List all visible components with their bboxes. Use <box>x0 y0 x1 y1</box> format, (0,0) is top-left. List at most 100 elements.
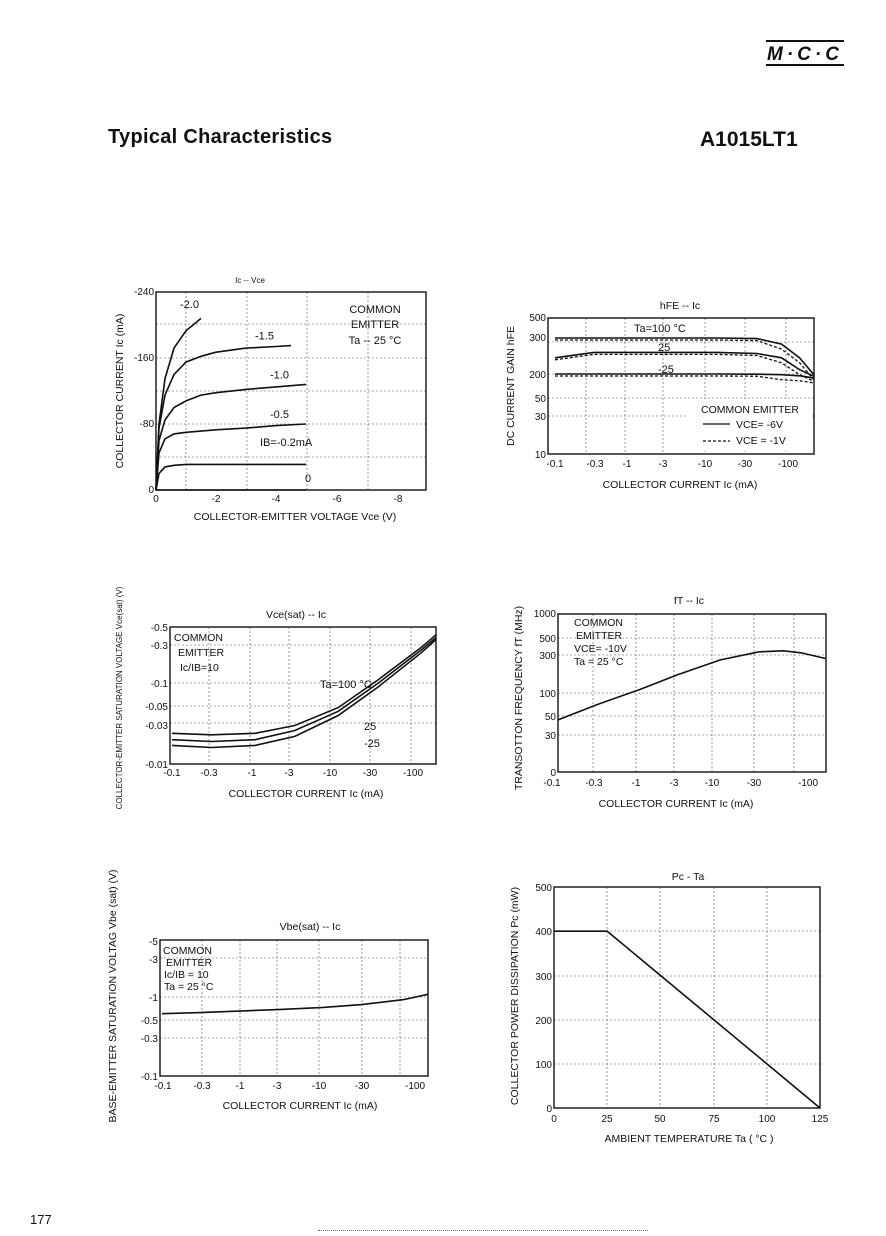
x-tick: -3 <box>670 778 679 789</box>
series-line <box>171 638 437 749</box>
page-title: Typical Characteristics <box>108 126 333 148</box>
x-tick: -100 <box>403 768 423 779</box>
x-tick: -1 <box>623 459 632 470</box>
annotation-line-3: Ic/IB = 10 <box>164 969 209 981</box>
chart-hfe-ic-curves: Ta=100 °C 25 -25 <box>554 323 815 384</box>
chart-vbesat-ic-y-ticks: -0.1 -0.3 -0.5 -1 -3 -5 <box>141 937 159 1083</box>
y-tick: -0.3 <box>151 641 169 652</box>
x-tick: -10 <box>698 459 713 470</box>
y-tick: 400 <box>535 927 552 938</box>
series-label: -2.0 <box>180 299 199 311</box>
x-tick: -30 <box>355 1081 370 1092</box>
annotation-line-1: COMMON <box>349 304 400 316</box>
y-tick: 50 <box>535 394 547 405</box>
y-tick: -0.1 <box>141 1072 159 1083</box>
x-tick: -100 <box>405 1081 425 1092</box>
series-label: -25 <box>364 738 380 750</box>
y-tick: 0 <box>546 1104 552 1115</box>
chart-vcesat-ic-x-ticks: -0.1 -0.3 -1 -3 -10 -30 -100 <box>163 768 423 779</box>
x-tick: 25 <box>601 1114 613 1125</box>
chart-ic-vce: Ic -- Vce 0 IB=-0.2mA -0.5 -1.0 -1.5 -2.0 COM… <box>114 276 427 523</box>
y-tick: -0.03 <box>145 721 168 732</box>
annotation-line-2: EMITTER <box>351 319 399 331</box>
chart-vbesat-ic-xlabel: COLLECTOR CURRENT Ic (mA) <box>223 1100 378 1112</box>
series-line-dashed <box>554 353 815 382</box>
chart-ic-vce-x-ticks: 0 -2 -4 -6 -8 <box>153 494 403 505</box>
chart-pc-ta-ylabel: COLLECTOR POWER DISSIPATION Pc (mW) <box>509 887 521 1105</box>
y-tick: -240 <box>134 287 154 298</box>
chart-ic-vce-ylabel: COLLECTOR CURRENT Ic (mA) <box>114 314 126 469</box>
chart-pc-ta-x-ticks: 0 25 50 75 100 125 <box>551 1114 829 1125</box>
y-tick: 1000 <box>534 609 557 620</box>
x-tick: -1 <box>236 1081 245 1092</box>
chart-pc-ta-curves <box>554 930 821 1109</box>
annotation-line-1: COMMON EMITTER <box>701 404 799 416</box>
chart-hfe-ic-ylabel: DC CURRENT GAIN hFE <box>505 326 517 446</box>
annotation-line-3: Ta -- 25 °C <box>349 335 402 347</box>
y-tick: 30 <box>535 412 547 423</box>
x-tick: -10 <box>323 768 338 779</box>
y-tick: 300 <box>539 651 556 662</box>
annotation-line-3: Ic/IB=10 <box>180 662 219 674</box>
y-tick: -160 <box>134 353 154 364</box>
chart-vbesat-ic: Vbe(sat) -- Ic COMMON EMITTER Ic/IB = 10… <box>107 869 429 1123</box>
y-tick: 200 <box>535 1016 552 1027</box>
chart-vbesat-ic-x-ticks: -0.1 -0.3 -1 -3 -10 -30 -100 <box>154 1081 425 1092</box>
y-tick: -0.5 <box>151 623 169 634</box>
x-tick: -0.1 <box>154 1081 172 1092</box>
y-tick: 50 <box>545 712 557 723</box>
series-label: -0.5 <box>270 409 289 421</box>
y-tick: -1 <box>149 993 158 1004</box>
x-tick: -10 <box>312 1081 327 1092</box>
y-tick: -5 <box>149 937 158 948</box>
chart-hfe-ic-xlabel: COLLECTOR CURRENT Ic (mA) <box>603 479 758 491</box>
chart-pc-ta-title: Pc - Ta <box>672 871 705 883</box>
chart-hfe-ic-frame <box>547 317 815 455</box>
x-tick: -4 <box>272 494 281 505</box>
footer-rule <box>318 1230 648 1232</box>
x-tick: -6 <box>333 494 342 505</box>
annotation-line-2: EMITTER <box>576 630 622 642</box>
y-tick: 30 <box>545 731 557 742</box>
chart-pc-ta-xlabel: AMBIENT TEMPERATURE Ta ( °C ) <box>604 1133 773 1145</box>
series-line <box>171 636 437 743</box>
chart-ft-ic: fT -- Ic COMMON EMITTER VCE= -10V Ta = 2… <box>513 595 827 810</box>
annotation-line-1: COMMON <box>574 617 623 629</box>
series-line <box>155 423 307 491</box>
x-tick: -1 <box>632 778 641 789</box>
series-label: 0 <box>305 473 311 485</box>
series-label: 25 <box>364 721 376 733</box>
series-line <box>554 351 815 378</box>
y-tick: 10 <box>535 450 547 461</box>
x-tick: 125 <box>812 1114 829 1125</box>
x-tick: 0 <box>153 494 159 505</box>
chart-vcesat-ic-grid <box>170 627 436 764</box>
annotation-line-4: Ta = 25 °C <box>574 656 624 668</box>
chart-hfe-ic-y-ticks: 10 30 50 200 300 500 <box>529 313 546 461</box>
x-tick: -3 <box>273 1081 282 1092</box>
annotation-line-3: VCE = -1V <box>736 435 786 447</box>
series-label: Ta=100 °C <box>320 679 372 691</box>
series-line <box>555 373 815 379</box>
y-tick: 500 <box>529 313 546 324</box>
chart-ic-vce-xlabel: COLLECTOR-EMITTER VOLTAGE Vce (V) <box>194 511 396 523</box>
series-line <box>554 930 821 1109</box>
chart-ft-ic-x-ticks: -0.1 -0.3 -1 -3 -10 -30 -100 <box>543 778 818 789</box>
chart-ic-vce-title: Ic -- Vce <box>235 276 265 285</box>
chart-hfe-ic-x-ticks: -0.1 -0.3 -1 -3 -10 -30 -100 <box>546 459 798 470</box>
y-tick: 500 <box>539 634 556 645</box>
chart-ft-ic-xlabel: COLLECTOR CURRENT Ic (mA) <box>599 798 754 810</box>
y-tick: -0.1 <box>151 679 169 690</box>
x-tick: -0.3 <box>586 459 604 470</box>
chart-vcesat-ic-curves: Ta=100 °C 25 -25 <box>171 634 437 750</box>
x-tick: -30 <box>738 459 753 470</box>
y-tick: 200 <box>529 370 546 381</box>
series-label: 25 <box>658 342 670 354</box>
part-number: A1015LT1 <box>700 128 798 151</box>
y-tick: -0.05 <box>145 702 168 713</box>
y-tick: 300 <box>535 972 552 983</box>
y-tick: -0.3 <box>141 1034 159 1045</box>
y-tick: 0 <box>148 485 154 496</box>
chart-hfe-ic: hFE -- Ic Ta=100 °C 25 -25 10 30 50 200 30… <box>505 300 815 491</box>
series-label: Ta=100 °C <box>634 323 686 335</box>
